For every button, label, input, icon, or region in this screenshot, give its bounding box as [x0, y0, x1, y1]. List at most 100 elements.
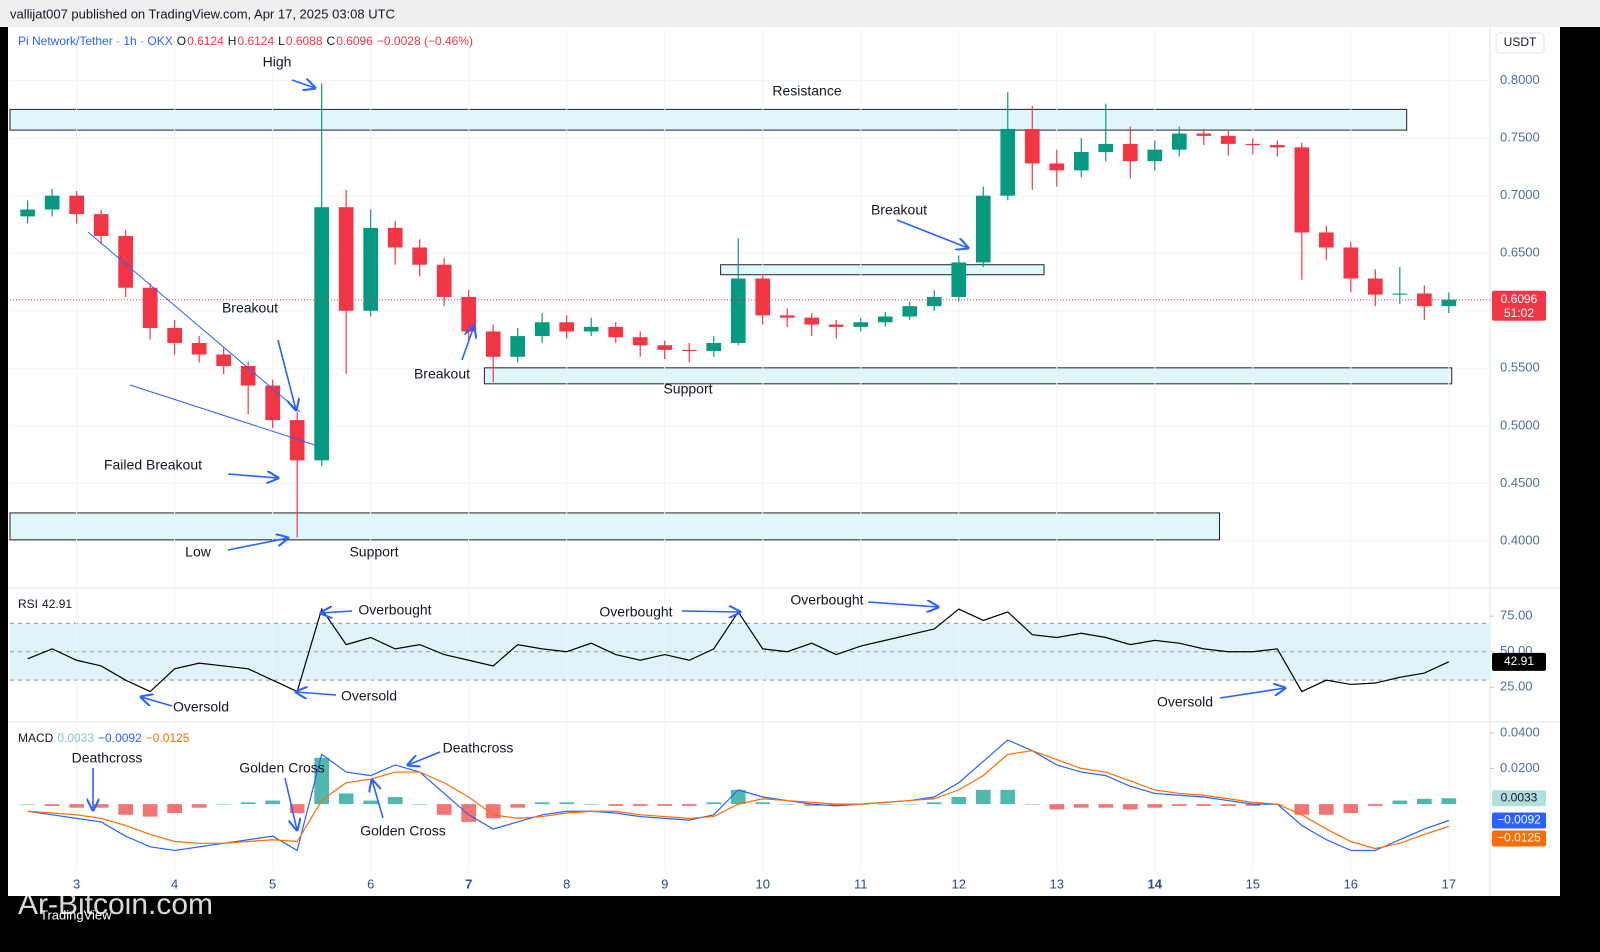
ohlc-key: L [278, 34, 285, 48]
histogram-bar [191, 804, 207, 808]
candle-body [1318, 232, 1334, 248]
marks-layer [20, 83, 1457, 852]
histogram-bar [216, 804, 232, 805]
histogram-bar [1416, 798, 1432, 805]
candle-body [216, 354, 232, 366]
trend-line [87, 231, 301, 413]
y-tick-label: 75.00 [1500, 608, 1533, 623]
histogram-bar [118, 804, 134, 815]
unit-box [1495, 32, 1545, 54]
candle-body [93, 214, 109, 236]
arrows [93, 80, 1285, 830]
candle-body [877, 316, 893, 323]
zone [483, 367, 1453, 385]
x-tick-label: 4 [171, 876, 178, 891]
y-tick-label: 0.4500 [1500, 475, 1540, 490]
histogram-bar [289, 804, 305, 814]
candle-body [1294, 147, 1310, 233]
candle-body [338, 207, 354, 311]
ohlc-value: 0.6124 [237, 34, 275, 48]
annotation: Support [349, 544, 398, 560]
indicator-title: MACD [18, 731, 54, 745]
ohlc-value: 0.6096 [336, 34, 373, 48]
histogram-bar [167, 804, 183, 814]
histogram-bar [1220, 804, 1236, 806]
candle-body [1147, 149, 1163, 162]
candle-body [510, 336, 526, 357]
arrow [321, 611, 353, 613]
annotation: Oversold [341, 688, 397, 704]
candle-body [828, 324, 844, 327]
arrow [867, 602, 938, 607]
histogram-bar [412, 804, 428, 805]
histogram-bar [240, 802, 256, 805]
arrow [227, 538, 288, 551]
x-tick-label: 5 [269, 876, 276, 891]
histogram-bar [1098, 804, 1114, 808]
arrow [141, 697, 173, 707]
line-tag: −0.0092 [1497, 813, 1541, 827]
symbol-title: Pi Network/Tether · 1h · OKX [18, 34, 173, 48]
indicator-value: 42.91 [42, 597, 73, 611]
candle-body [485, 331, 501, 357]
candle-body [69, 195, 84, 215]
y-tick-label: 0.5500 [1500, 360, 1540, 375]
histogram-bar [1024, 804, 1040, 805]
price-tag-bg [1492, 290, 1546, 321]
x-tick-label: 12 [952, 876, 966, 891]
candle-body [387, 227, 403, 248]
candle-body [240, 365, 256, 386]
histogram-bar [69, 804, 84, 808]
histogram-bar [1245, 804, 1261, 806]
candle-body [1367, 278, 1383, 295]
x-tick-label: 7 [465, 876, 472, 891]
arrow [681, 611, 740, 612]
histogram-value: 0.0033 [57, 731, 95, 745]
x-tick-label: 17 [1442, 876, 1456, 891]
candle-body [755, 278, 771, 316]
annotation: Golden Cross [239, 760, 325, 776]
candle-body [779, 315, 795, 318]
candle-body [853, 322, 869, 327]
y-tick-label: 0.7500 [1500, 130, 1540, 145]
ohlc-key: O [176, 34, 187, 48]
candle-body [118, 235, 134, 288]
candle-body [730, 278, 746, 343]
candle-body [142, 287, 158, 329]
histogram-bar [632, 804, 648, 806]
x-tick-label: 15 [1246, 876, 1260, 891]
annotation: Oversold [1157, 694, 1213, 710]
rsi-tag: 42.91 [1504, 654, 1534, 668]
x-tick-label: 3 [73, 876, 80, 891]
histogram-bar [657, 804, 673, 806]
line-tag: −0.0125 [1497, 831, 1541, 845]
histogram-bar [265, 800, 281, 805]
candle-body [681, 349, 697, 352]
arrow [408, 751, 441, 765]
candle-body [951, 262, 967, 297]
candle-body [265, 385, 281, 421]
logo: TradingView [40, 907, 112, 922]
histogram-bar [461, 804, 477, 822]
histogram-bar [20, 804, 35, 805]
histogram-bar [1343, 804, 1359, 814]
x-tick-label: 8 [563, 876, 570, 891]
line-value: −0.0125 [145, 731, 190, 745]
candle-body [167, 328, 183, 343]
histogram-bar [951, 797, 967, 805]
candle-body [314, 207, 330, 461]
histogram-bar [1196, 804, 1212, 806]
histogram-bar [559, 802, 575, 805]
y-tick-label: 0.0400 [1500, 724, 1540, 739]
annotation: High [263, 54, 292, 70]
annotation: Overbought [358, 602, 431, 618]
candle-body [608, 326, 624, 338]
arrow [291, 80, 315, 88]
x-tick-label: 10 [756, 876, 770, 891]
candle-body [1024, 128, 1040, 164]
candle-body [559, 322, 575, 332]
histogram-bar [1000, 789, 1016, 805]
zone [9, 512, 1220, 541]
candle-body [1000, 128, 1016, 196]
annotation: Overbought [790, 592, 863, 608]
